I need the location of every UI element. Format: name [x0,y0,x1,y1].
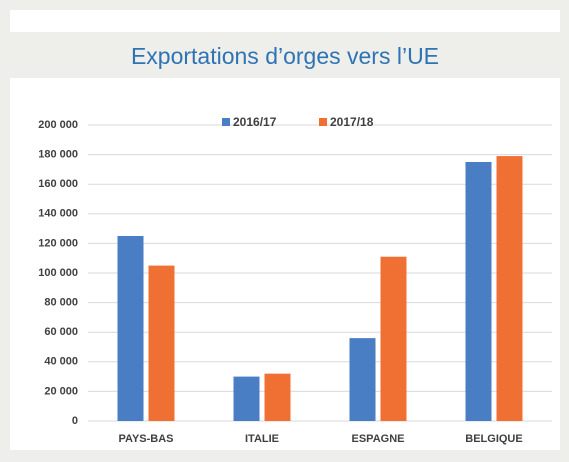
y-tick-label: 40 000 [44,356,78,368]
y-tick-label: 60 000 [44,326,78,338]
bar [465,162,492,421]
x-tick-label: ITALIE [245,433,279,445]
legend-swatch [222,118,230,126]
y-tick-label: 160 000 [38,178,78,190]
bar [148,265,175,421]
y-tick-label: 140 000 [38,208,78,220]
y-tick-label: 100 000 [38,267,78,279]
y-tick-label: 80 000 [44,297,78,309]
x-tick-label: ESPAGNE [352,433,405,445]
y-tick-label: 120 000 [38,237,78,249]
bar [349,338,376,421]
legend-label: 2016/17 [233,115,277,129]
bar [496,156,523,421]
y-tick-label: 0 [72,415,78,427]
x-tick-label: PAYS-BAS [118,433,173,445]
chart-title: Exportations d’orges vers l’UE [131,43,439,69]
bar [233,376,260,421]
y-tick-label: 180 000 [38,149,78,161]
bar [264,373,291,421]
y-tick-label: 20 000 [44,385,78,397]
bar [380,256,407,421]
y-tick-label: 200 000 [38,119,78,131]
x-tick-label: BELGIQUE [465,433,522,445]
top-strip [10,10,560,32]
legend-label: 2017/18 [330,115,374,129]
legend-swatch [319,118,327,126]
bar [117,236,144,421]
